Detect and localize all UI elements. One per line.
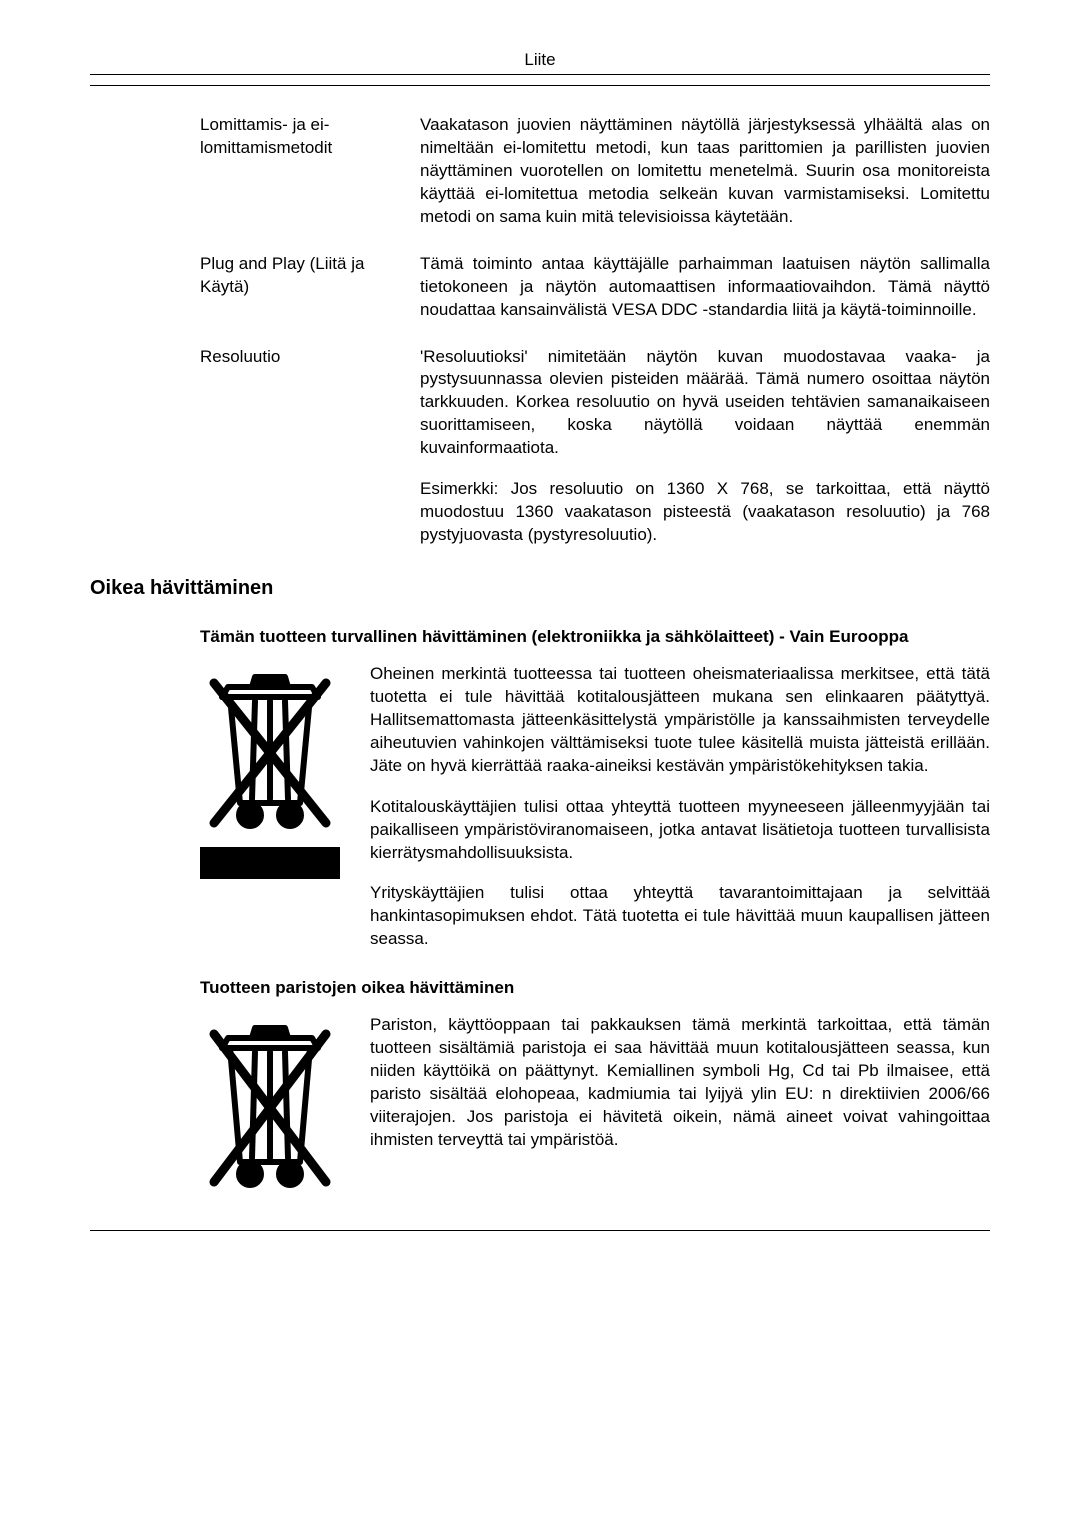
definition-term: Lomittamis- ja ei-lomittamis­metodit	[200, 114, 420, 229]
weee-bar-icon	[200, 847, 340, 879]
definition-paragraph: Esimerkki: Jos resoluutio on 1360 X 768,…	[420, 478, 990, 547]
weee-bin-icon	[200, 663, 340, 833]
header-divider	[90, 85, 990, 86]
disposal-paragraph: Oheinen merkintä tuotteessa tai tuotteen…	[370, 663, 990, 778]
page-header-title: Liite	[524, 50, 555, 69]
definition-row: Resoluutio 'Resoluutioksi' nimitetään nä…	[90, 346, 990, 548]
footer-divider	[90, 1230, 990, 1231]
definition-term: Plug and Play (Liitä ja Käytä)	[200, 253, 420, 322]
icon-column	[200, 1014, 370, 1194]
battery-disposal-text: Pariston, käyttöoppaan tai pakkauksen tä…	[370, 1014, 990, 1194]
definition-term: Resoluutio	[200, 346, 420, 548]
battery-disposal-heading: Tuotteen paristojen oikea hävittäminen	[90, 977, 990, 1000]
disposal-paragraph: Yrityskäyttäjien tulisi ottaa yhteyttä t…	[370, 882, 990, 951]
definition-description: 'Resoluutioksi' nimitetään näytön kuvan …	[420, 346, 990, 548]
battery-bin-icon	[200, 1014, 340, 1194]
section-heading: Oikea hävittäminen	[90, 577, 990, 600]
definition-paragraph: Vaakatason juovien näyttäminen näytöllä …	[420, 114, 990, 229]
definition-description: Tämä toiminto antaa käyttäjälle parhaimm…	[420, 253, 990, 322]
definition-row: Lomittamis- ja ei-lomittamis­metodit Vaa…	[90, 114, 990, 229]
definition-row: Plug and Play (Liitä ja Käytä) Tämä toim…	[90, 253, 990, 322]
disposal-block: Oheinen merkintä tuotteessa tai tuotteen…	[90, 663, 990, 951]
disposal-heading: Tämän tuotteen turvallinen hävittäminen …	[90, 626, 990, 649]
icon-column	[200, 663, 370, 951]
disposal-paragraph: Kotitalouskäyttäjien tulisi ottaa yhteyt…	[370, 796, 990, 865]
battery-disposal-block: Pariston, käyttöoppaan tai pakkauksen tä…	[90, 1014, 990, 1194]
definition-paragraph: Tämä toiminto antaa käyttäjälle parhaimm…	[420, 253, 990, 322]
disposal-paragraph: Pariston, käyttöoppaan tai pakkauksen tä…	[370, 1014, 990, 1152]
definition-paragraph: 'Resoluutioksi' nimitetään näytön kuvan …	[420, 346, 990, 461]
disposal-text: Oheinen merkintä tuotteessa tai tuotteen…	[370, 663, 990, 951]
definition-description: Vaakatason juovien näyttäminen näytöllä …	[420, 114, 990, 229]
